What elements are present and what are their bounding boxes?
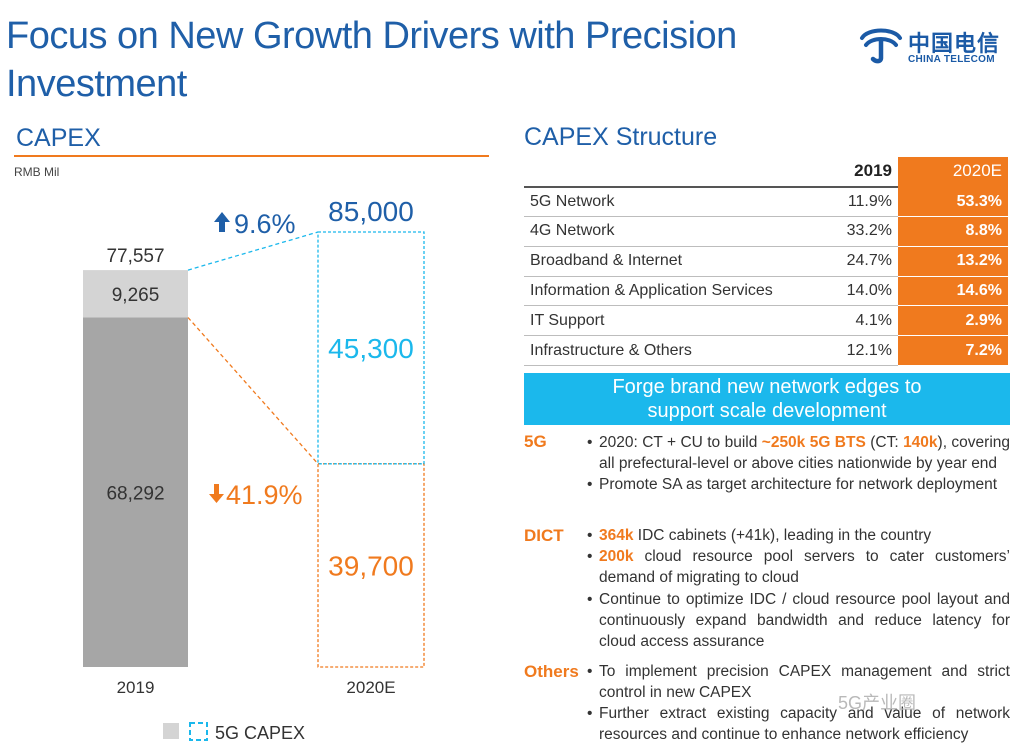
growth-up-arrow-icon xyxy=(214,212,230,232)
page-title: Focus on New Growth Drivers with Precisi… xyxy=(6,15,737,105)
row-value-2019: 14.0% xyxy=(814,276,898,307)
connector-non5g xyxy=(187,317,319,465)
row-value-2019: 4.1% xyxy=(814,305,898,337)
data-label-2020e-39700: 39,700 xyxy=(328,550,414,581)
bullet-dict-1: • 364k IDC cabinets (+41k), leading in t… xyxy=(587,525,1010,546)
bullet-dot: • xyxy=(587,527,593,544)
table-row: Information & Application Services 14.0% 1… xyxy=(524,276,1008,307)
bullet-others-1: • To implement precision CAPEX managemen… xyxy=(587,661,1010,703)
bullet-dot: • xyxy=(587,663,593,680)
table-header-row: 2019 2020E xyxy=(524,157,1008,188)
bullet-text: Continue to optimize IDC / cloud resourc… xyxy=(599,591,1010,650)
china-telecom-logo: 中国电信 CHINA TELECOM xyxy=(858,22,1018,72)
capex-divider xyxy=(14,155,489,157)
table-row: Broadband & Internet 24.7% 13.2% xyxy=(524,246,1008,277)
row-value-2020e: 53.3% xyxy=(898,186,1008,218)
table-row: 4G Network 33.2% 8.8% xyxy=(524,216,1008,247)
table-row: IT Support 4.1% 2.9% xyxy=(524,305,1008,337)
bullet-dot: • xyxy=(587,434,593,451)
total-label-2019: 77,557 xyxy=(106,246,164,267)
header-blank xyxy=(524,157,814,188)
row-label: 4G Network xyxy=(524,216,814,247)
row-label: Information & Application Services xyxy=(524,276,814,307)
row-value-2019: 33.2% xyxy=(814,216,898,247)
bullet-text: To implement precision CAPEX management … xyxy=(599,663,1010,701)
section-label-5g: 5G xyxy=(524,432,547,451)
bullet-text: IDC cabinets (+41k), leading in the coun… xyxy=(633,527,932,544)
section-label-others: Others xyxy=(524,662,579,681)
row-value-2020e: 2.9% xyxy=(898,305,1008,337)
row-value-2020e: 8.8% xyxy=(898,216,1008,247)
strategy-banner: Forge brand new network edges to support… xyxy=(524,373,1010,425)
row-label: Infrastructure & Others xyxy=(524,335,814,367)
bar-2019-68292 xyxy=(83,317,188,667)
row-label: Broadband & Internet xyxy=(524,246,814,277)
legend-swatch-5g xyxy=(189,722,208,741)
capex-unit: RMB Mil xyxy=(14,165,60,179)
connector-total xyxy=(187,231,319,271)
data-label-2019-9265: 9,265 xyxy=(112,285,160,306)
bullet-text: Promote SA as target architecture for ne… xyxy=(599,476,998,493)
bullet-dict-3: • Continue to optimize IDC / cloud resou… xyxy=(587,589,1010,652)
bullet-text: ), covering all prefectural-level or abo… xyxy=(599,434,1011,472)
capex-structure-title: CAPEX Structure xyxy=(524,123,718,151)
data-label-2020e-45300: 45,300 xyxy=(328,333,414,364)
growth-down-arrow-icon xyxy=(209,484,224,503)
x-tick-label-2020e: 2020E xyxy=(346,678,395,697)
capex-chart: 9,265 68,292 77,557 45,300 39,700 85,000 9.6% 4… xyxy=(83,196,425,743)
row-value-2020e: 7.2% xyxy=(898,335,1008,367)
bullet-dot: • xyxy=(587,591,593,608)
capex-title: CAPEX xyxy=(16,124,101,152)
bullet-highlight: ~250k 5G BTS xyxy=(761,434,866,451)
bullet-text: (CT: xyxy=(865,434,904,451)
capex-structure-table: 2019 2020E 5G Network 11.9% 53.3% 4G Netwo… xyxy=(524,157,1008,367)
bullet-text: Further extract existing capacity and va… xyxy=(599,705,1010,743)
data-label-2019-68292: 68,292 xyxy=(106,483,164,504)
row-label: IT Support xyxy=(524,305,814,337)
china-telecom-logo-icon xyxy=(860,28,902,64)
logo-chinese-text: 中国电信 xyxy=(908,31,1001,56)
bullet-highlight: 200k xyxy=(599,548,634,565)
row-label: 5G Network xyxy=(524,186,814,218)
row-value-2019: 11.9% xyxy=(814,186,898,218)
watermark: 5G产业圈 xyxy=(838,693,917,713)
header-2019: 2019 xyxy=(814,157,898,188)
legend-label-5g-capex: 5G CAPEX xyxy=(215,723,305,743)
row-value-2019: 12.1% xyxy=(814,335,898,367)
row-value-2020e: 14.6% xyxy=(898,276,1008,307)
banner-line-2: support scale development xyxy=(647,400,887,422)
header-2020e: 2020E xyxy=(898,157,1008,188)
bullet-dot: • xyxy=(587,548,593,565)
total-label-2020e: 85,000 xyxy=(328,196,414,227)
bullet-dict-2: • 200k cloud resource pool servers to ca… xyxy=(587,546,1010,588)
bullet-text: 2020: CT + CU to build xyxy=(599,434,762,451)
table-row: Infrastructure & Others 12.1% 7.2% xyxy=(524,335,1008,367)
logo-english-text: CHINA TELECOM xyxy=(908,54,995,65)
bullet-highlight: 364k xyxy=(599,527,634,544)
bar-2020e-45300 xyxy=(317,231,425,465)
bullet-5g-2: • Promote SA as target architecture for … xyxy=(587,474,1010,495)
growth-total-label: 9.6% xyxy=(234,209,296,239)
row-value-2019: 24.7% xyxy=(814,246,898,277)
table-row: 5G Network 11.9% 53.3% xyxy=(524,186,1008,218)
bullet-others-2: • Further extract existing capacity and … xyxy=(587,703,1010,745)
row-value-2020e: 13.2% xyxy=(898,246,1008,277)
x-tick-label-2019: 2019 xyxy=(117,678,155,697)
bullet-5g-1: • 2020: CT + CU to build ~250k 5G BTS (C… xyxy=(587,432,1011,474)
bullet-dot: • xyxy=(587,476,593,493)
bullet-highlight: 140k xyxy=(903,434,938,451)
bar-2019-9265 xyxy=(83,270,188,318)
section-label-dict: DICT xyxy=(524,526,564,545)
legend-swatch-grey xyxy=(163,723,179,739)
bullet-text: cloud resource pool servers to cater cus… xyxy=(599,548,1010,586)
banner-line-1: Forge brand new network edges to xyxy=(612,376,922,398)
growth-non5g-label: 41.9% xyxy=(226,480,303,510)
bullet-dot: • xyxy=(587,705,593,722)
